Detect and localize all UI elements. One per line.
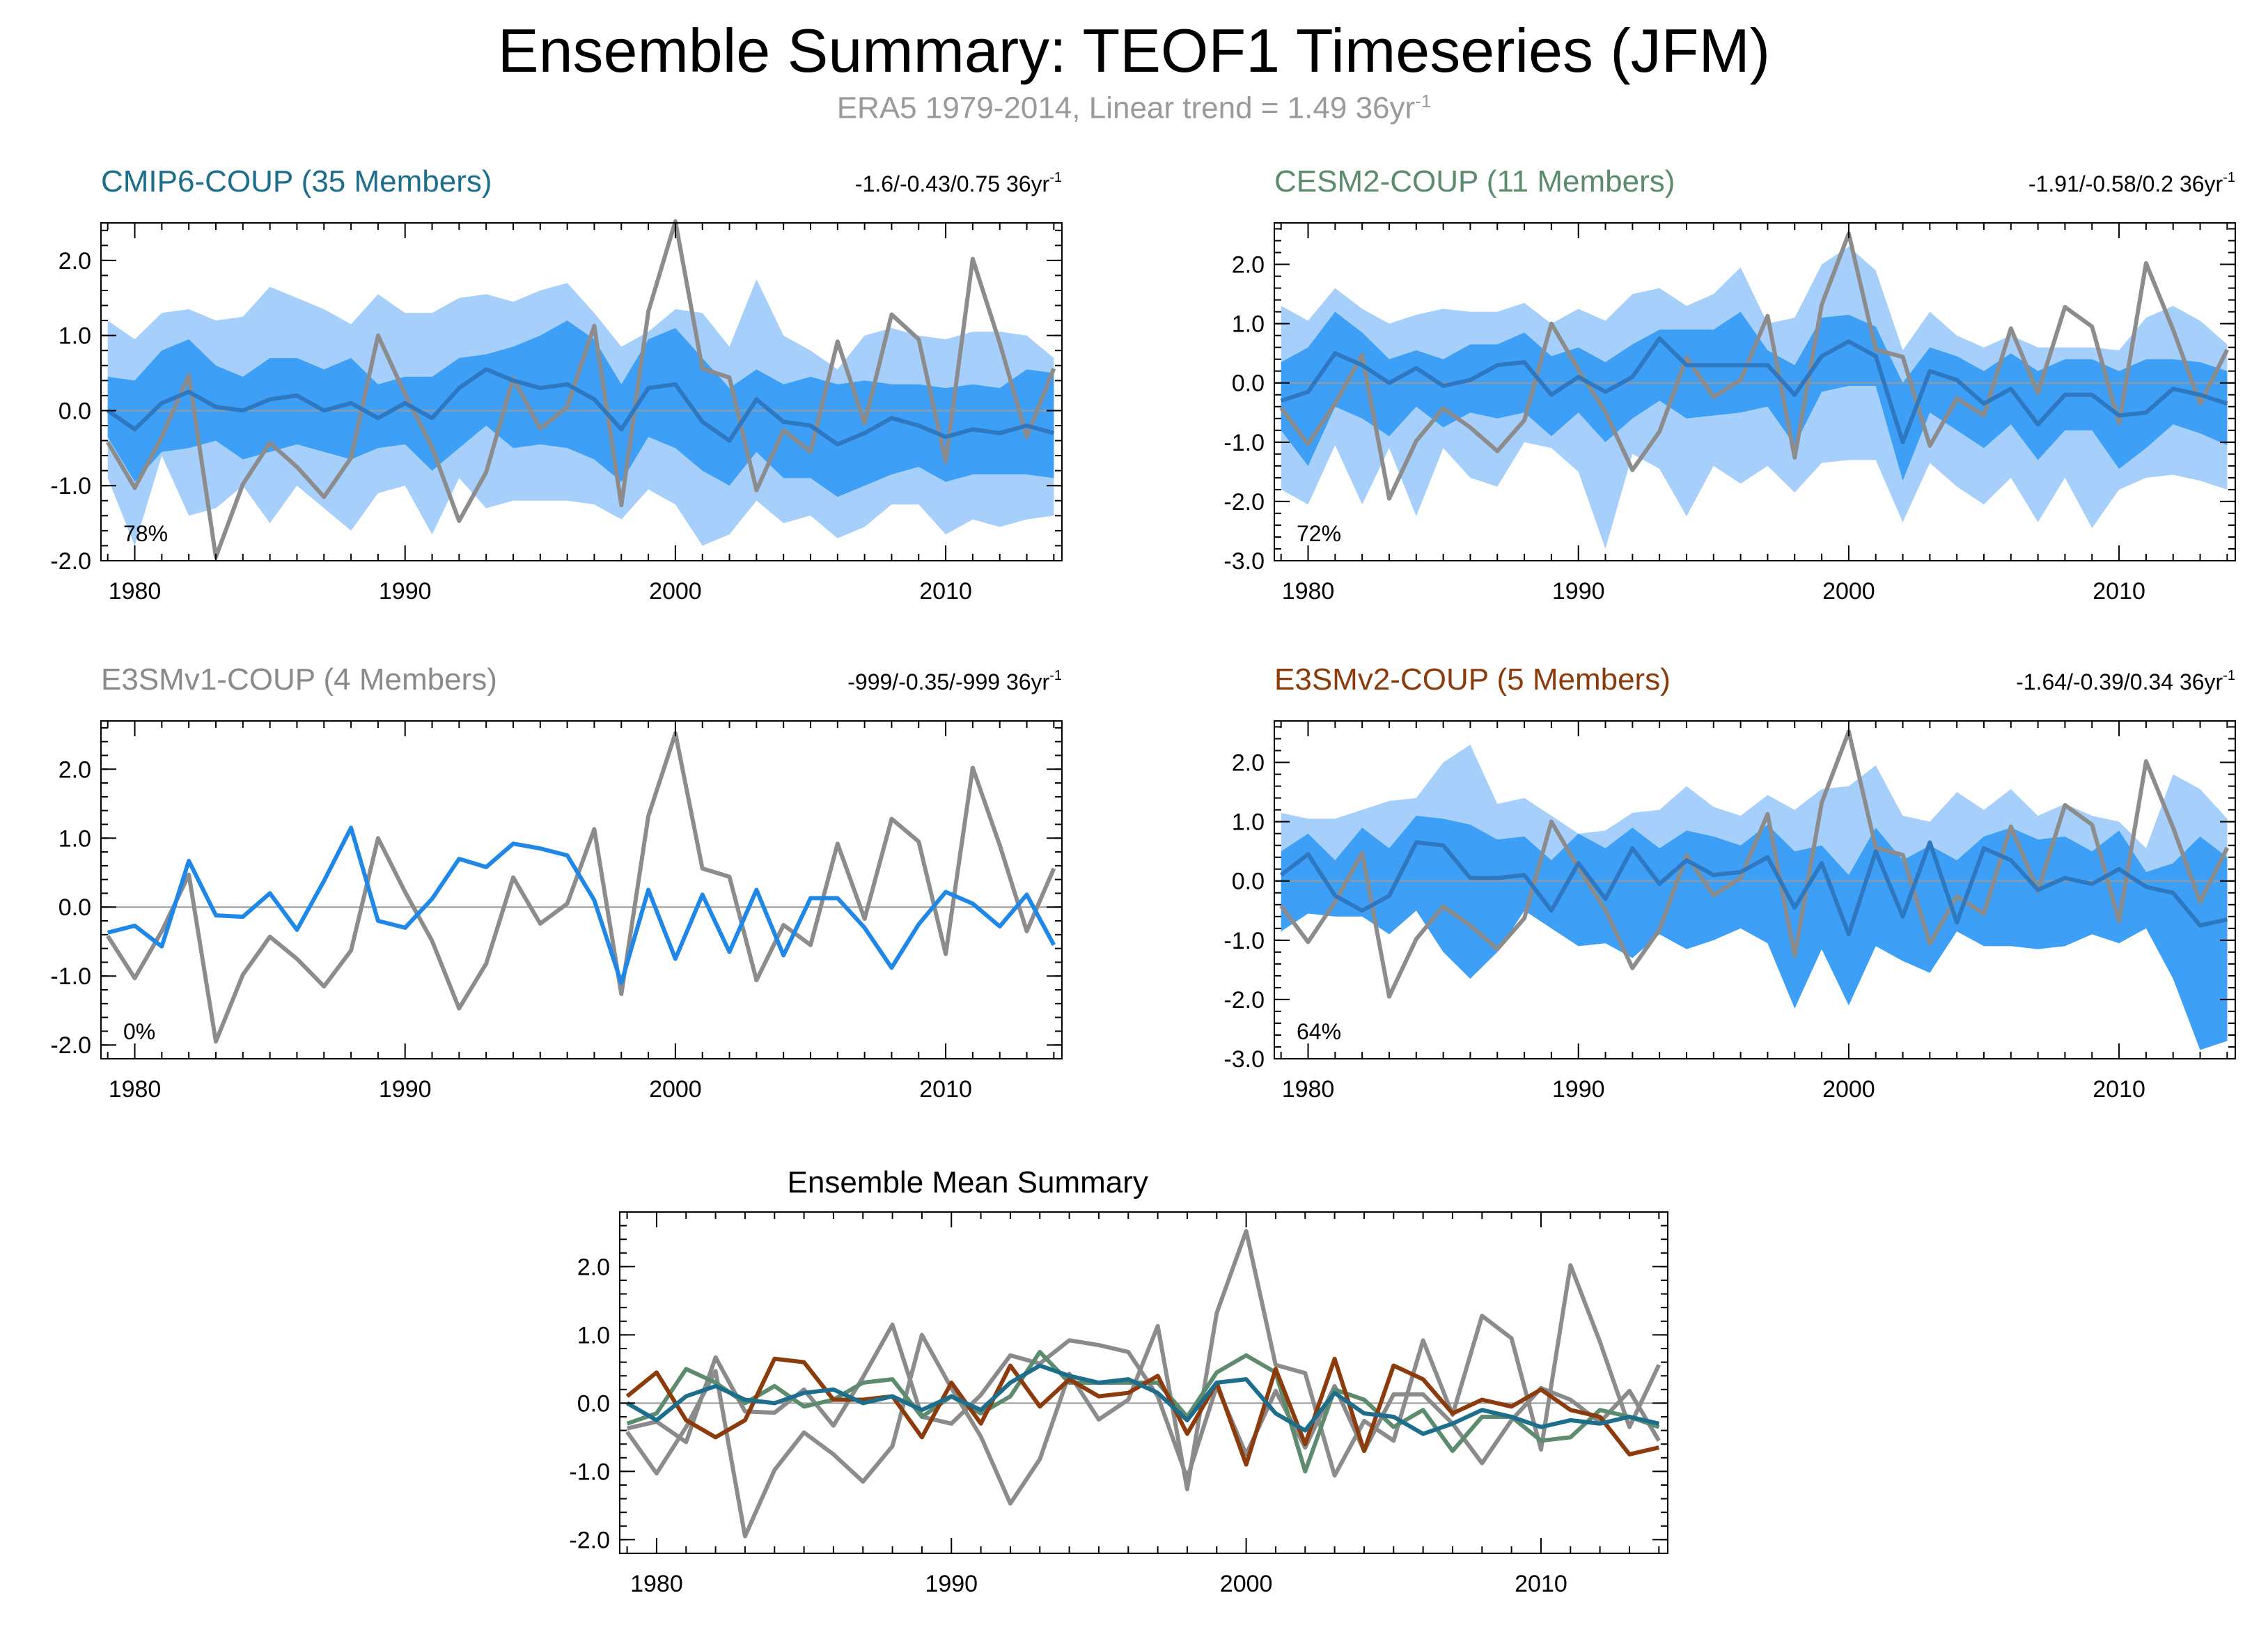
subtitle: ERA5 1979-2014, Linear trend = 1.49 36yr… xyxy=(0,91,2268,126)
plot-frame xyxy=(100,222,1063,561)
x-tick-label: 2000 xyxy=(1822,578,1875,605)
x-tick-label: 1990 xyxy=(1552,578,1605,605)
y-tick-label: -1.0 xyxy=(1223,430,1265,456)
band-inner xyxy=(1281,311,2228,481)
y-tick-label: 0.0 xyxy=(1232,371,1265,397)
chart-ensmean: -2.0 -1.0 0.0 1.0 2.0 1980 1990 2000 2010 Ensembl… xyxy=(569,1165,1668,1597)
x-tick-label: 1990 xyxy=(379,1076,432,1103)
x-tick-label: 1990 xyxy=(379,578,432,605)
era5-line xyxy=(1279,729,2230,999)
x-tick-label: 2000 xyxy=(1220,1571,1273,1597)
x-tick-label: 2010 xyxy=(1515,1571,1567,1597)
y-tick-label: 0.0 xyxy=(1232,869,1265,895)
trend-sup: -1 xyxy=(2223,668,2235,683)
y-tick-label: -2.0 xyxy=(1223,489,1265,515)
x-tick-label: 1990 xyxy=(925,1571,978,1597)
y-tick-label: 2.0 xyxy=(577,1254,610,1280)
x-tick-label: 1980 xyxy=(1282,1076,1335,1103)
y-tick-label: 0.0 xyxy=(577,1390,610,1417)
y-tick-label: 2.0 xyxy=(58,248,91,274)
ensemble-mean-line xyxy=(106,367,1055,446)
y-tick-label: 0.0 xyxy=(58,398,91,424)
trend-label: -1.91/-0.58/0.2 36yr-1 xyxy=(2028,170,2235,196)
series-line-cmip6-coup xyxy=(626,1363,1659,1436)
era5-line xyxy=(106,219,1056,559)
y-tick-label: -1.0 xyxy=(50,963,91,990)
trend-label: -999/-0.35/-999 36yr-1 xyxy=(847,668,1062,694)
trend-label: -1.6/-0.43/0.75 36yr-1 xyxy=(855,170,1062,196)
y-tick-label: 1.0 xyxy=(58,323,91,350)
trend-sup: -1 xyxy=(1049,170,1062,185)
chart-e3smv2: -3.0 -2.0 -1.0 0.0 1.0 2.0 1980 1990 2000 2010 E3S… xyxy=(1223,662,2236,1103)
panel-title: CMIP6-COUP (35 Members) xyxy=(101,164,492,199)
plot-frame xyxy=(1274,222,2236,561)
y-tick-label: -1.0 xyxy=(1223,928,1265,954)
y-tick-label: 1.0 xyxy=(1232,809,1265,836)
x-tick-label: 1980 xyxy=(109,578,162,605)
x-tick-label: 2010 xyxy=(2093,578,2145,605)
series-line-era5 xyxy=(625,1229,1661,1539)
x-tick-label: 2010 xyxy=(919,1076,972,1103)
plot-frame xyxy=(619,1211,1668,1554)
y-tick-label: -2.0 xyxy=(50,548,91,575)
y-tick-label: 2.0 xyxy=(1232,750,1265,777)
ensemble-mean-line xyxy=(1279,840,2228,937)
chart-e3smv1: -2.0 -1.0 0.0 1.0 2.0 1980 1990 2000 2010 E3SMv1-… xyxy=(50,662,1063,1103)
y-tick-label: -3.0 xyxy=(1223,1046,1265,1073)
panel-title: E3SMv2-COUP (5 Members) xyxy=(1274,662,1671,697)
chart-cesm2: -3.0 -2.0 -1.0 0.0 1.0 2.0 1980 1990 2000 2010 CES… xyxy=(1223,164,2236,605)
x-tick-label: 2000 xyxy=(1822,1076,1875,1103)
x-tick-label: 1980 xyxy=(109,1076,162,1103)
x-tick-label: 2010 xyxy=(2093,1076,2145,1103)
subtitle-text: ERA5 1979-2014, Linear trend = 1.49 36yr xyxy=(836,91,1416,125)
y-tick-label: -1.0 xyxy=(569,1459,610,1485)
percent-label: 72% xyxy=(1297,521,1341,546)
x-tick-label: 2000 xyxy=(649,578,702,605)
plot-frame xyxy=(100,720,1063,1059)
plot-frame xyxy=(1274,720,2236,1059)
percent-label: 78% xyxy=(123,521,168,546)
era5-line xyxy=(106,731,1056,1044)
ensemble-mean-line xyxy=(107,825,1056,986)
y-tick-label: -2.0 xyxy=(1223,987,1265,1013)
panel-title: CESM2-COUP (11 Members) xyxy=(1274,164,1675,199)
panel-title: E3SMv1-COUP (4 Members) xyxy=(101,662,497,697)
panel-title: Ensemble Mean Summary xyxy=(788,1165,1148,1199)
y-tick-label: -2.0 xyxy=(50,1032,91,1059)
percent-label: 0% xyxy=(123,1019,155,1044)
ensemble-mean-line xyxy=(1280,336,2228,444)
x-tick-label: 1980 xyxy=(630,1571,683,1597)
y-tick-label: 0.0 xyxy=(58,894,91,921)
y-tick-label: 2.0 xyxy=(58,756,91,783)
y-tick-label: -3.0 xyxy=(1223,548,1265,575)
y-tick-label: -1.0 xyxy=(50,473,91,499)
trend-label: -1.64/-0.39/0.34 36yr-1 xyxy=(2016,668,2235,694)
percent-label: 64% xyxy=(1297,1019,1341,1044)
y-tick-label: 2.0 xyxy=(1232,252,1265,279)
y-tick-label: 1.0 xyxy=(577,1322,610,1349)
series-line-cesm2-coup xyxy=(626,1349,1660,1474)
era5-line xyxy=(1279,231,2230,501)
y-tick-label: 1.0 xyxy=(1232,311,1265,338)
chart-cmip6: -2.0 -1.0 0.0 1.0 2.0 1980 1990 2000 2010 CMIP6-C… xyxy=(50,164,1063,605)
y-tick-label: 1.0 xyxy=(58,825,91,852)
x-tick-label: 2010 xyxy=(919,578,972,605)
band-inner xyxy=(107,320,1054,497)
x-tick-label: 1990 xyxy=(1552,1076,1605,1103)
y-tick-label: -2.0 xyxy=(569,1527,610,1553)
x-tick-label: 1980 xyxy=(1282,578,1335,605)
trend-sup: -1 xyxy=(1049,668,1062,683)
subtitle-sup: -1 xyxy=(1415,91,1432,111)
trend-sup: -1 xyxy=(2223,170,2235,185)
main-title: Ensemble Summary: TEOF1 Timeseries (JFM) xyxy=(497,16,1771,85)
x-tick-label: 2000 xyxy=(649,1076,702,1103)
